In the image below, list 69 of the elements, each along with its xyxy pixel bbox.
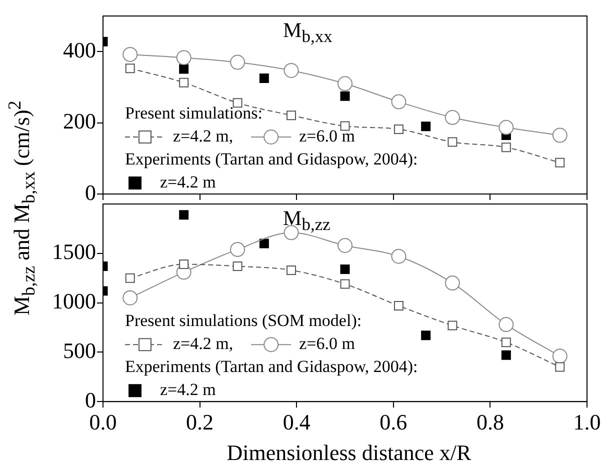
legend-label: z=6.0 m: [299, 126, 355, 146]
point: [421, 330, 431, 340]
point: [391, 248, 406, 264]
point: [340, 91, 350, 101]
point: [125, 273, 135, 283]
point: [394, 301, 404, 311]
point: [125, 64, 135, 74]
point: [286, 265, 296, 275]
point: [340, 279, 350, 289]
point: [421, 122, 431, 132]
x-axis-title: Dimensionless distance x/R: [226, 440, 472, 463]
point: [259, 238, 269, 248]
legend-label: z=6.0 m: [299, 334, 355, 354]
point: [444, 276, 460, 291]
point: [338, 76, 352, 92]
point: [444, 110, 460, 125]
legend-label: z=4.2 m,: [173, 334, 234, 354]
x-tick-label: 0.6: [380, 410, 408, 435]
x-tick-label: 0.4: [282, 410, 310, 435]
point: [338, 238, 352, 253]
y-tick-label: 400: [63, 37, 96, 62]
point: [448, 137, 458, 147]
legend-label: z=4.2 m: [160, 380, 216, 400]
point: [176, 50, 192, 66]
y-tick-label: 0: [85, 387, 96, 412]
point: [284, 62, 299, 78]
point: [259, 74, 269, 84]
x-tick-label: 0.2: [186, 410, 214, 435]
y-tick-label: 1500: [52, 239, 96, 264]
point: [179, 260, 189, 270]
annotation: Experiments (Tartan and Gidaspow, 2004):: [125, 149, 418, 168]
x-tick-label: 0.0: [89, 410, 117, 435]
point: [284, 225, 299, 240]
point: [179, 78, 189, 88]
point: [232, 262, 242, 271]
y-tick-label: 500: [63, 338, 96, 363]
point: [179, 210, 189, 220]
point: [555, 362, 565, 372]
point: [122, 290, 138, 306]
annotation: Present simulations:: [125, 103, 262, 122]
point: [552, 348, 568, 364]
x-tick-label: 1.0: [573, 410, 601, 435]
point: [555, 158, 565, 168]
point: [122, 46, 138, 62]
x-tick-label: 0.8: [476, 410, 504, 435]
annotation: Present simulations (SOM model):: [125, 311, 362, 330]
chart-title: M$_{b,xx}$: [283, 18, 332, 48]
point: [448, 320, 458, 330]
point: [394, 124, 404, 134]
point: [501, 350, 511, 360]
legend-label: z=4.2 m: [160, 172, 216, 192]
point: [552, 128, 568, 143]
point: [501, 142, 511, 152]
y-tick-label: 1000: [52, 288, 96, 314]
y-tick-label: 0: [85, 180, 96, 205]
point: [286, 110, 296, 120]
point: [501, 338, 511, 348]
point: [498, 317, 514, 332]
annotation: Experiments (Tartan and Gidaspow, 2004):: [125, 357, 418, 376]
y-tick-label: 200: [63, 108, 96, 134]
point: [230, 54, 246, 70]
point: [230, 242, 246, 257]
point: [498, 120, 514, 135]
point: [391, 94, 406, 110]
legend-label: z=4.2 m,: [173, 126, 234, 146]
point: [340, 121, 350, 131]
chart-title: M$_{b,zz}$: [283, 206, 330, 236]
point: [179, 64, 189, 74]
point: [340, 264, 350, 274]
